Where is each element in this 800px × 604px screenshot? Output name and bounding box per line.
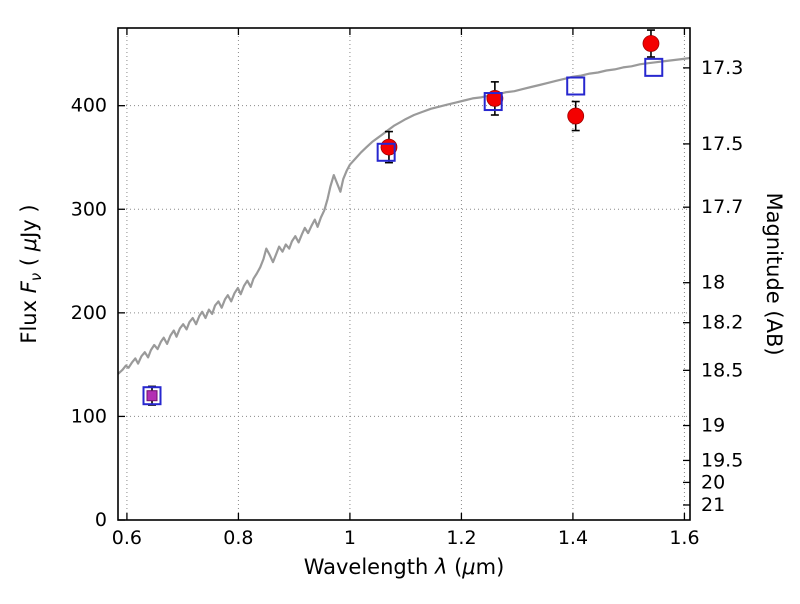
y-left-tick-label: 200 [71, 302, 107, 324]
y-right-tick-label: 17.7 [701, 196, 743, 218]
x-tick-label: 1 [344, 527, 356, 549]
y-right-tick-label: 18.5 [701, 359, 743, 381]
x-tick-label: 1.4 [558, 527, 588, 549]
x-tick-label: 0.8 [223, 527, 253, 549]
blue-square [644, 57, 664, 77]
blue-square [142, 386, 162, 406]
blue-square [483, 92, 503, 112]
blue-square [376, 142, 396, 162]
x-tick-label: 1.6 [669, 527, 699, 549]
x-tick-label: 0.6 [112, 527, 142, 549]
plot-frame [117, 27, 691, 521]
y-left-axis-label: Flux Fν ( μJy ) [17, 204, 45, 343]
y-right-tick-label: 21 [701, 494, 725, 516]
y-right-tick-label: 18.2 [701, 312, 743, 334]
spectrum-line [118, 56, 690, 375]
y-right-tick-label: 19.5 [701, 449, 743, 471]
y-left-tick-label: 100 [71, 405, 107, 427]
y-right-tick-label: 17.3 [701, 57, 743, 79]
red-point [486, 90, 504, 107]
x-tick-label: 1.2 [446, 527, 476, 549]
axis-ticks [118, 28, 690, 521]
y-left-tick-label: 400 [71, 95, 107, 117]
y-left-tick-label: 0 [95, 509, 107, 531]
y-right-tick-label: 20 [701, 471, 725, 493]
y-right-tick-label: 19 [701, 415, 725, 437]
red-point [567, 107, 585, 125]
red-point [642, 35, 660, 52]
y-right-axis-label: Magnitude (AB) [762, 192, 786, 355]
purple-point [146, 390, 158, 402]
x-axis-label: Wavelength λ (μm) [304, 555, 505, 579]
tick-labels: 0.6 0.8 1 1.2 1.4 1.6 0 100 200 300 400 17.3 17.5 17.… [71, 57, 744, 549]
y-left-tick-label: 300 [71, 198, 107, 220]
y-right-tick-label: 17.5 [701, 133, 743, 155]
y-right-tick-label: 18 [701, 272, 725, 294]
blue-square [566, 76, 586, 96]
